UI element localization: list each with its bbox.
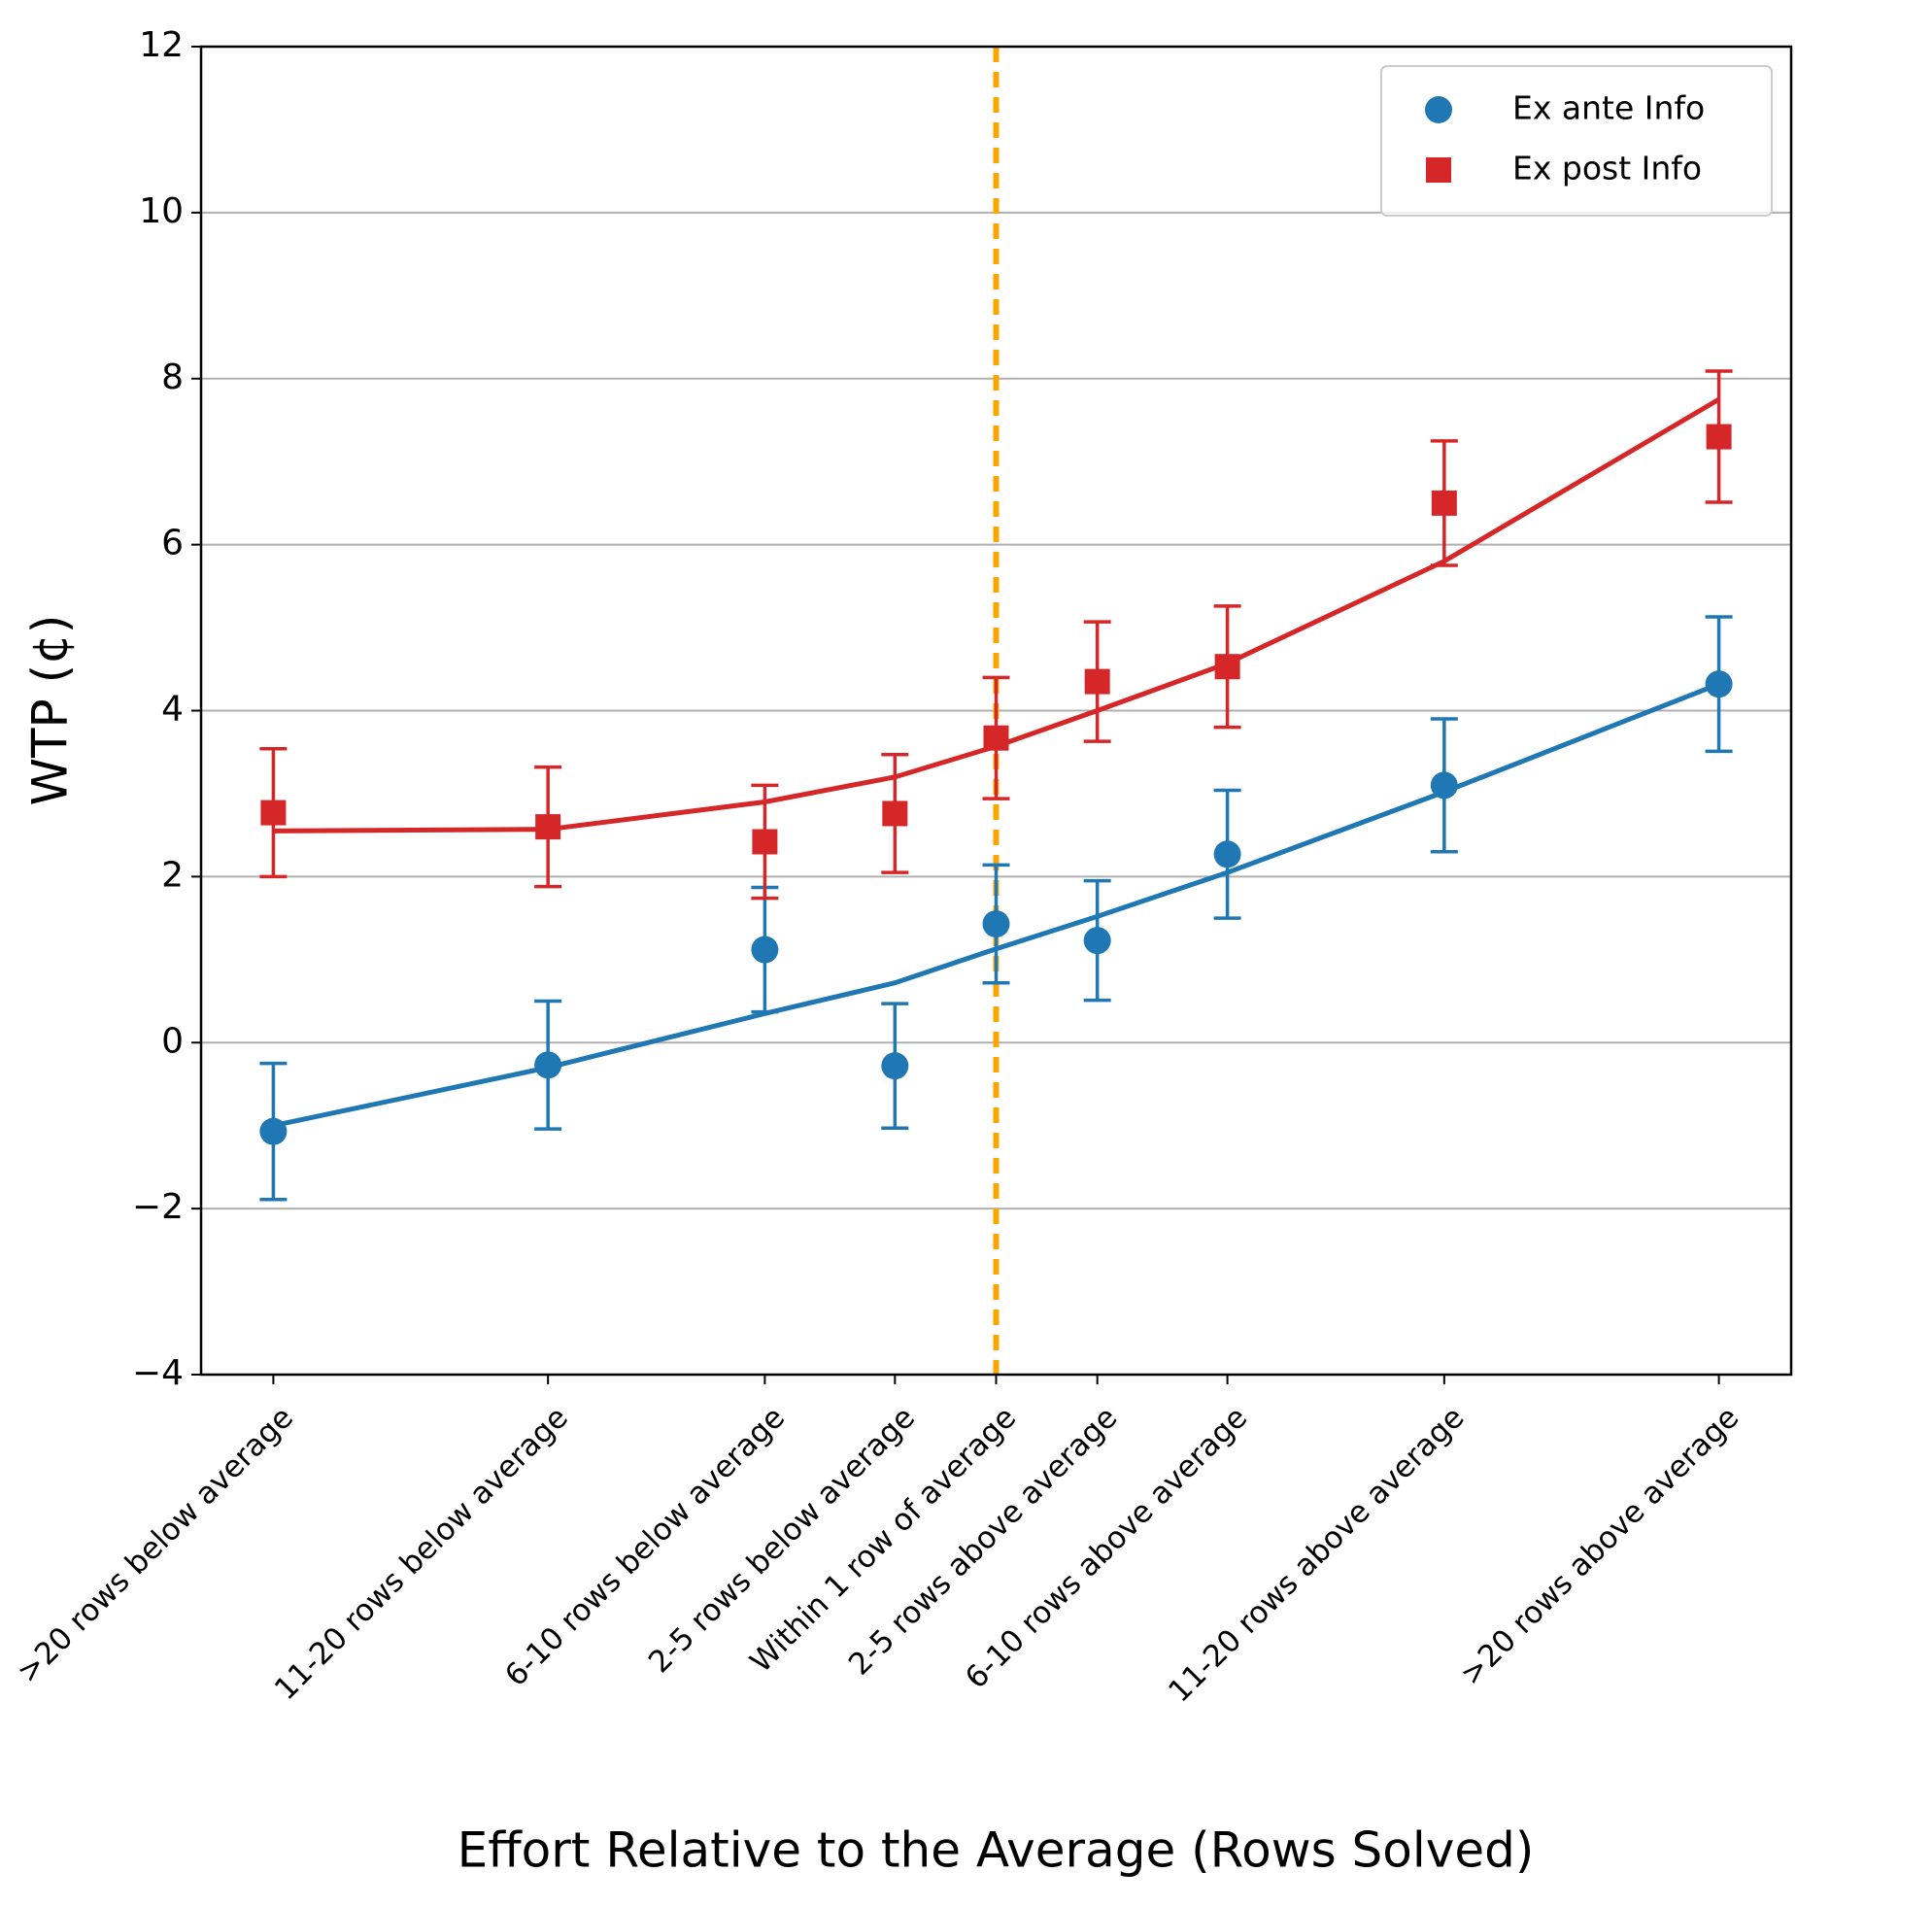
data-point <box>260 800 287 826</box>
data-point <box>1083 927 1111 955</box>
data-point <box>1084 668 1110 695</box>
legend-label: Ex post Info <box>1512 150 1702 187</box>
data-point <box>259 1117 288 1145</box>
data-point <box>1706 424 1732 450</box>
y-tick-label: −2 <box>132 1187 184 1227</box>
legend-marker <box>1425 96 1452 123</box>
data-point <box>751 936 779 964</box>
data-point <box>752 829 778 855</box>
legend-label: Ex ante Info <box>1512 89 1705 127</box>
x-tick-label: >20 rows below average <box>11 1400 300 1689</box>
y-tick-label: 6 <box>161 524 184 563</box>
data-point <box>983 725 1009 751</box>
data-point <box>535 814 561 840</box>
data-point <box>881 1052 909 1080</box>
legend-marker <box>1426 157 1451 183</box>
legend: Ex ante Info Ex post Info <box>1380 65 1773 217</box>
y-axis-label: WTP (¢) <box>22 615 79 806</box>
data-point <box>534 1051 562 1079</box>
y-tick-label: 2 <box>161 855 184 895</box>
y-tick-label: 10 <box>139 191 184 231</box>
x-tick-label: >20 rows above average <box>1453 1400 1746 1692</box>
legend-frame <box>1380 65 1773 217</box>
data-point <box>1430 771 1458 800</box>
y-tick-label: 12 <box>139 25 184 65</box>
data-point <box>1431 490 1457 516</box>
data-point <box>1214 654 1240 680</box>
data-point <box>982 910 1010 938</box>
plot-frame <box>199 45 1793 1377</box>
y-tick-label: −4 <box>132 1353 184 1393</box>
x-axis-label: Effort Relative to the Average (Rows Sol… <box>458 1822 1535 1879</box>
y-tick-label: 4 <box>161 690 184 730</box>
data-point <box>1705 670 1733 698</box>
y-tick-label: 8 <box>161 357 184 397</box>
data-point <box>882 800 908 827</box>
data-point <box>1213 840 1241 868</box>
y-tick-label: 0 <box>161 1021 184 1061</box>
